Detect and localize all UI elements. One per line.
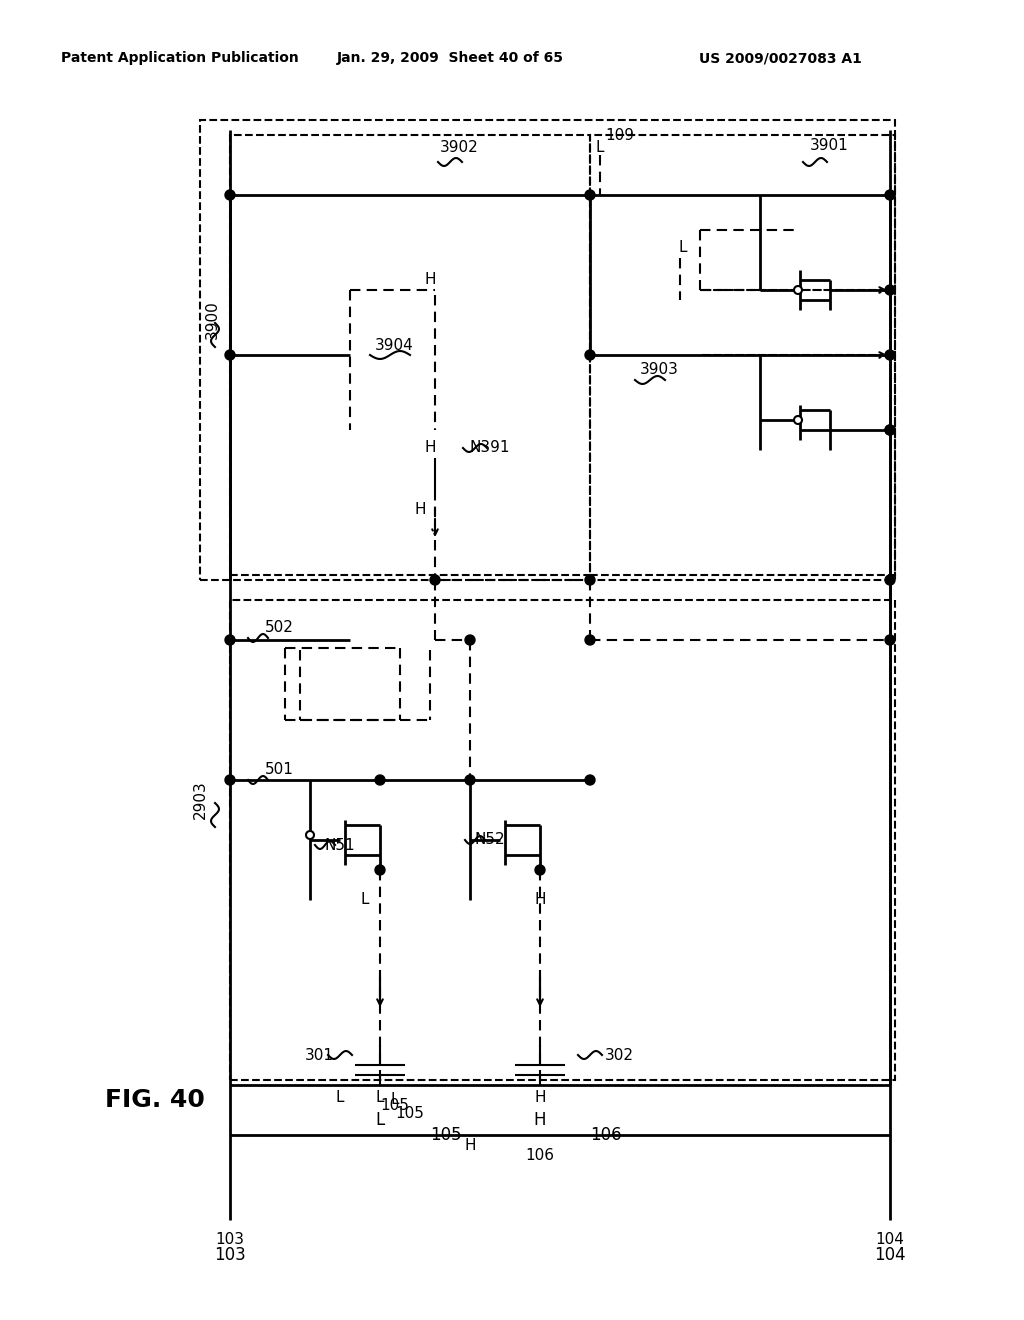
- Circle shape: [585, 576, 595, 585]
- Text: Patent Application Publication: Patent Application Publication: [61, 51, 299, 65]
- Text: L: L: [376, 1090, 384, 1106]
- Circle shape: [885, 425, 895, 436]
- Circle shape: [885, 635, 895, 645]
- Text: 3900: 3900: [205, 301, 220, 339]
- Text: 104: 104: [874, 1246, 906, 1265]
- Text: L: L: [360, 892, 370, 908]
- Circle shape: [306, 832, 314, 840]
- Circle shape: [225, 350, 234, 360]
- Text: H: H: [464, 1138, 476, 1152]
- Text: Jan. 29, 2009  Sheet 40 of 65: Jan. 29, 2009 Sheet 40 of 65: [337, 51, 563, 65]
- Text: US 2009/0027083 A1: US 2009/0027083 A1: [698, 51, 861, 65]
- Text: 105: 105: [430, 1126, 462, 1144]
- Bar: [230, 601, 895, 1080]
- Bar: [230, 135, 590, 576]
- Text: 109: 109: [605, 128, 635, 143]
- Text: H: H: [535, 1090, 546, 1106]
- Text: L: L: [376, 1111, 385, 1129]
- Text: 301: 301: [305, 1048, 334, 1063]
- Text: N391: N391: [470, 441, 510, 455]
- Circle shape: [375, 865, 385, 875]
- Bar: [200, 120, 895, 579]
- Text: H: H: [415, 503, 426, 517]
- Text: 3902: 3902: [440, 140, 479, 156]
- Text: 3901: 3901: [810, 137, 849, 153]
- Text: FIG. 40: FIG. 40: [105, 1088, 205, 1111]
- Text: 3904: 3904: [375, 338, 414, 352]
- Text: L: L: [336, 1090, 344, 1106]
- Text: N51: N51: [325, 837, 355, 853]
- Circle shape: [375, 775, 385, 785]
- Text: H: H: [424, 441, 436, 455]
- Circle shape: [430, 576, 440, 585]
- Text: L: L: [391, 1093, 399, 1107]
- Text: H: H: [534, 1111, 546, 1129]
- Circle shape: [585, 350, 595, 360]
- Text: L: L: [679, 240, 687, 256]
- Text: 104: 104: [876, 1233, 904, 1247]
- Text: 106: 106: [590, 1126, 622, 1144]
- Circle shape: [885, 425, 895, 436]
- Circle shape: [535, 865, 545, 875]
- Text: L: L: [596, 140, 604, 154]
- Circle shape: [885, 285, 895, 294]
- Circle shape: [794, 286, 802, 294]
- Circle shape: [225, 190, 234, 201]
- Circle shape: [885, 350, 895, 360]
- Circle shape: [585, 635, 595, 645]
- Circle shape: [885, 576, 895, 585]
- Text: H: H: [424, 272, 436, 288]
- Circle shape: [465, 635, 475, 645]
- Text: 302: 302: [605, 1048, 634, 1063]
- Text: 2903: 2903: [193, 780, 208, 820]
- Text: N52: N52: [475, 833, 505, 847]
- Text: 105: 105: [395, 1106, 424, 1121]
- Text: H: H: [535, 892, 546, 908]
- Circle shape: [794, 416, 802, 424]
- Circle shape: [465, 775, 475, 785]
- Text: 103: 103: [215, 1233, 245, 1247]
- Text: 3903: 3903: [640, 363, 679, 378]
- Bar: [590, 135, 895, 576]
- Circle shape: [885, 190, 895, 201]
- Text: 106: 106: [525, 1147, 554, 1163]
- Text: 501: 501: [265, 763, 294, 777]
- Text: 103: 103: [214, 1246, 246, 1265]
- Text: 502: 502: [265, 620, 294, 635]
- Circle shape: [585, 775, 595, 785]
- Circle shape: [225, 775, 234, 785]
- Circle shape: [585, 190, 595, 201]
- Text: 105: 105: [381, 1097, 410, 1113]
- Circle shape: [225, 635, 234, 645]
